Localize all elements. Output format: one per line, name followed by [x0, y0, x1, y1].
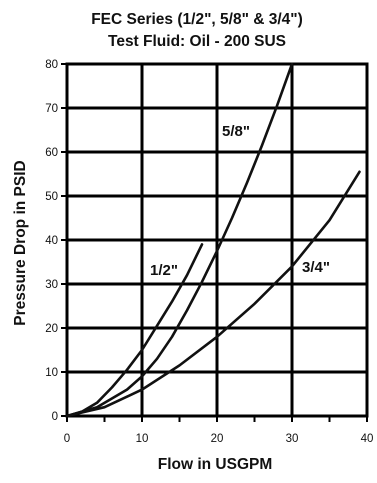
series-label-3-4: 3/4" [302, 259, 330, 276]
y-tick-label: 0 [52, 411, 58, 423]
y-tick-label: 20 [45, 323, 58, 335]
y-tick-label: 70 [45, 103, 58, 115]
series-line-2 [65, 170, 361, 418]
x-tick-label: 0 [64, 433, 70, 445]
x-tick-label: 30 [286, 433, 299, 445]
y-tick-label: 40 [45, 235, 58, 247]
x-tick-label: 20 [211, 433, 224, 445]
series-line-0 [65, 243, 204, 418]
x-tick-label: 40 [361, 433, 374, 445]
plot-frame [65, 62, 369, 418]
x-tick-label: 10 [136, 433, 149, 445]
y-tick-labels: 0 10 20 30 40 50 60 70 80 [45, 59, 58, 423]
y-tick-label: 80 [45, 59, 58, 71]
y-axis-label: Pressure Drop in PSID [12, 160, 29, 325]
x-tick-labels: 0 10 20 30 40 [64, 433, 374, 445]
y-tick-label: 60 [45, 147, 58, 159]
series-label-1-2: 1/2" [150, 262, 178, 279]
series-label-5-8: 5/8" [222, 123, 250, 140]
y-tick-label: 10 [45, 367, 58, 379]
series-line-1 [65, 62, 294, 418]
series-curves [65, 62, 361, 418]
y-tick-label: 30 [45, 279, 58, 291]
y-tick-label: 50 [45, 191, 58, 203]
chart-title: FEC Series (1/2", 5/8" & 3/4") [91, 11, 303, 28]
chart-subtitle: Test Fluid: Oil - 200 SUS [108, 33, 286, 50]
x-axis-label: Flow in USGPM [158, 456, 273, 473]
grid [65, 62, 369, 418]
axes [61, 62, 369, 422]
